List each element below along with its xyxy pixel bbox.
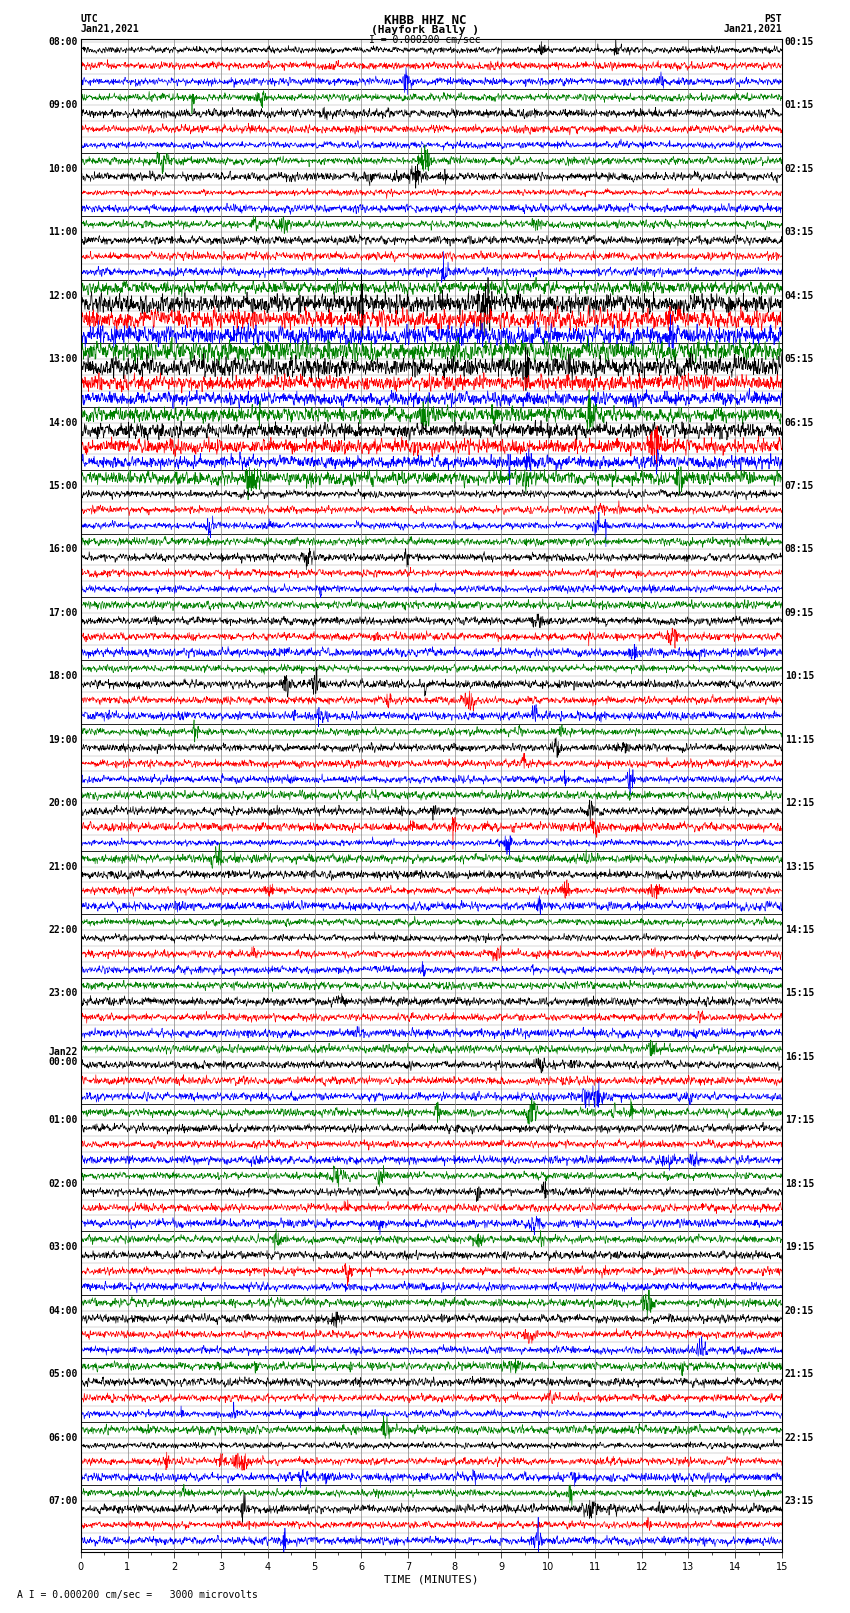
Text: Jan21,2021: Jan21,2021 bbox=[81, 24, 139, 34]
Text: 18:15: 18:15 bbox=[785, 1179, 814, 1189]
Text: 22:00: 22:00 bbox=[48, 924, 78, 936]
Text: 07:15: 07:15 bbox=[785, 481, 814, 490]
Text: 11:00: 11:00 bbox=[48, 227, 78, 237]
Text: UTC: UTC bbox=[81, 13, 99, 24]
Text: A I = 0.000200 cm/sec =   3000 microvolts: A I = 0.000200 cm/sec = 3000 microvolts bbox=[17, 1590, 258, 1600]
Text: 01:00: 01:00 bbox=[48, 1115, 78, 1126]
Text: 04:00: 04:00 bbox=[48, 1305, 78, 1316]
Text: 15:00: 15:00 bbox=[48, 481, 78, 490]
Text: 00:15: 00:15 bbox=[785, 37, 814, 47]
Text: (Hayfork Bally ): (Hayfork Bally ) bbox=[371, 24, 479, 35]
Text: 01:15: 01:15 bbox=[785, 100, 814, 110]
Text: 16:15: 16:15 bbox=[785, 1052, 814, 1061]
Text: 13:15: 13:15 bbox=[785, 861, 814, 871]
Text: 14:15: 14:15 bbox=[785, 924, 814, 936]
Text: 20:15: 20:15 bbox=[785, 1305, 814, 1316]
Text: 10:00: 10:00 bbox=[48, 165, 78, 174]
Text: 19:15: 19:15 bbox=[785, 1242, 814, 1252]
Text: 02:15: 02:15 bbox=[785, 165, 814, 174]
Text: 21:00: 21:00 bbox=[48, 861, 78, 871]
Text: 05:15: 05:15 bbox=[785, 355, 814, 365]
Text: KHBB HHZ NC: KHBB HHZ NC bbox=[383, 13, 467, 27]
Text: 08:00: 08:00 bbox=[48, 37, 78, 47]
Text: 08:15: 08:15 bbox=[785, 544, 814, 555]
Text: 19:00: 19:00 bbox=[48, 734, 78, 745]
X-axis label: TIME (MINUTES): TIME (MINUTES) bbox=[384, 1574, 479, 1586]
Text: PST: PST bbox=[764, 13, 782, 24]
Text: 16:00: 16:00 bbox=[48, 544, 78, 555]
Text: 03:00: 03:00 bbox=[48, 1242, 78, 1252]
Text: 18:00: 18:00 bbox=[48, 671, 78, 681]
Text: I = 0.000200 cm/sec: I = 0.000200 cm/sec bbox=[369, 35, 481, 45]
Text: 21:15: 21:15 bbox=[785, 1369, 814, 1379]
Text: 03:15: 03:15 bbox=[785, 227, 814, 237]
Text: 12:15: 12:15 bbox=[785, 798, 814, 808]
Text: 17:00: 17:00 bbox=[48, 608, 78, 618]
Text: Jan21,2021: Jan21,2021 bbox=[723, 24, 782, 34]
Text: 10:15: 10:15 bbox=[785, 671, 814, 681]
Text: 22:15: 22:15 bbox=[785, 1432, 814, 1442]
Text: 09:15: 09:15 bbox=[785, 608, 814, 618]
Text: 05:00: 05:00 bbox=[48, 1369, 78, 1379]
Text: 11:15: 11:15 bbox=[785, 734, 814, 745]
Text: 23:00: 23:00 bbox=[48, 989, 78, 998]
Text: 14:00: 14:00 bbox=[48, 418, 78, 427]
Text: 15:15: 15:15 bbox=[785, 989, 814, 998]
Text: 06:15: 06:15 bbox=[785, 418, 814, 427]
Text: 09:00: 09:00 bbox=[48, 100, 78, 110]
Text: Jan22: Jan22 bbox=[48, 1047, 78, 1057]
Text: 07:00: 07:00 bbox=[48, 1495, 78, 1507]
Text: 00:00: 00:00 bbox=[48, 1057, 78, 1066]
Text: 13:00: 13:00 bbox=[48, 355, 78, 365]
Text: 20:00: 20:00 bbox=[48, 798, 78, 808]
Text: 06:00: 06:00 bbox=[48, 1432, 78, 1442]
Text: 04:15: 04:15 bbox=[785, 290, 814, 300]
Text: 17:15: 17:15 bbox=[785, 1115, 814, 1126]
Text: 12:00: 12:00 bbox=[48, 290, 78, 300]
Text: 23:15: 23:15 bbox=[785, 1495, 814, 1507]
Text: 02:00: 02:00 bbox=[48, 1179, 78, 1189]
